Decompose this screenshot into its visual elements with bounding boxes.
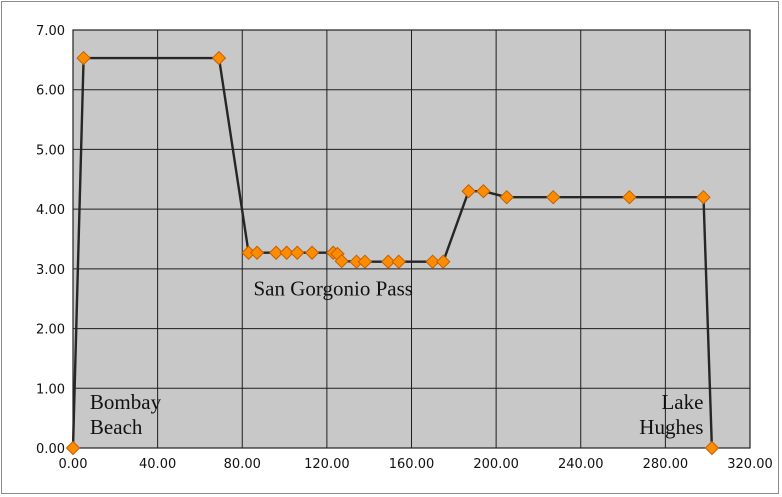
x-tick-label: 200.00	[473, 457, 519, 472]
annotation-line: Bombay	[90, 390, 162, 414]
annotation-label: Lake Hughes	[639, 390, 703, 439]
series-group	[65, 50, 720, 456]
data-point-marker	[334, 253, 349, 269]
x-tick-label: 160.00	[389, 457, 435, 472]
data-point-marker	[268, 245, 284, 260]
x-tick-label: 40.00	[139, 457, 176, 472]
data-point-marker	[211, 50, 227, 66]
y-tick-label: 0.00	[36, 442, 65, 457]
data-point-marker	[425, 254, 440, 269]
y-tick-label: 4.00	[36, 203, 65, 218]
x-tick-label: 120.00	[304, 457, 350, 472]
y-tick-label: 6.00	[36, 84, 65, 99]
annotation-label: Bombay Beach	[90, 390, 162, 439]
data-point-marker	[546, 189, 561, 205]
y-axis-tick-labels: 0.00 1.00 2.00 3.00 4.00 5.00 6.00 7.00	[36, 24, 65, 457]
annotations: Bombay Beach San Gorgonio Pass Lake Hughes	[90, 277, 704, 439]
y-tick-label: 7.00	[36, 24, 65, 39]
data-point-marker	[357, 254, 373, 269]
data-point-marker	[76, 50, 91, 66]
data-point-marker	[249, 245, 265, 260]
y-tick-label: 2.00	[36, 323, 65, 338]
annotation-line: San Gorgonio Pass	[253, 277, 412, 301]
data-point-marker	[381, 254, 396, 269]
data-point-marker	[461, 184, 476, 199]
data-point-marker	[499, 189, 514, 205]
annotation-line: Hughes	[639, 415, 703, 439]
data-point-marker	[391, 254, 407, 269]
annotation-label: San Gorgonio Pass	[253, 277, 412, 301]
data-point-marker	[65, 440, 81, 456]
data-point-marker	[476, 184, 491, 199]
x-tick-label: 0.00	[59, 457, 88, 472]
x-tick-label: 320.00	[727, 457, 773, 472]
annotation-line: Lake	[661, 390, 703, 414]
x-tick-label: 280.00	[643, 457, 689, 472]
data-point-marker	[696, 189, 711, 205]
data-point-marker	[279, 245, 294, 260]
y-tick-label: 5.00	[36, 143, 65, 158]
plot-border	[72, 29, 751, 449]
data-point-marker	[290, 245, 305, 260]
data-point-marker	[622, 189, 637, 205]
data-point-marker	[304, 245, 320, 260]
x-axis-tick-labels: 0.00 40.00 80.00 120.00 160.00 200.00 240.00 28…	[59, 457, 773, 472]
annotation-line: Beach	[90, 415, 143, 439]
data-point-marker	[436, 254, 451, 269]
x-tick-label: 80.00	[224, 457, 261, 472]
y-tick-label: 1.00	[36, 382, 65, 397]
y-tick-label: 3.00	[36, 263, 65, 278]
x-tick-label: 240.00	[558, 457, 604, 472]
data-point-marker	[704, 440, 720, 456]
